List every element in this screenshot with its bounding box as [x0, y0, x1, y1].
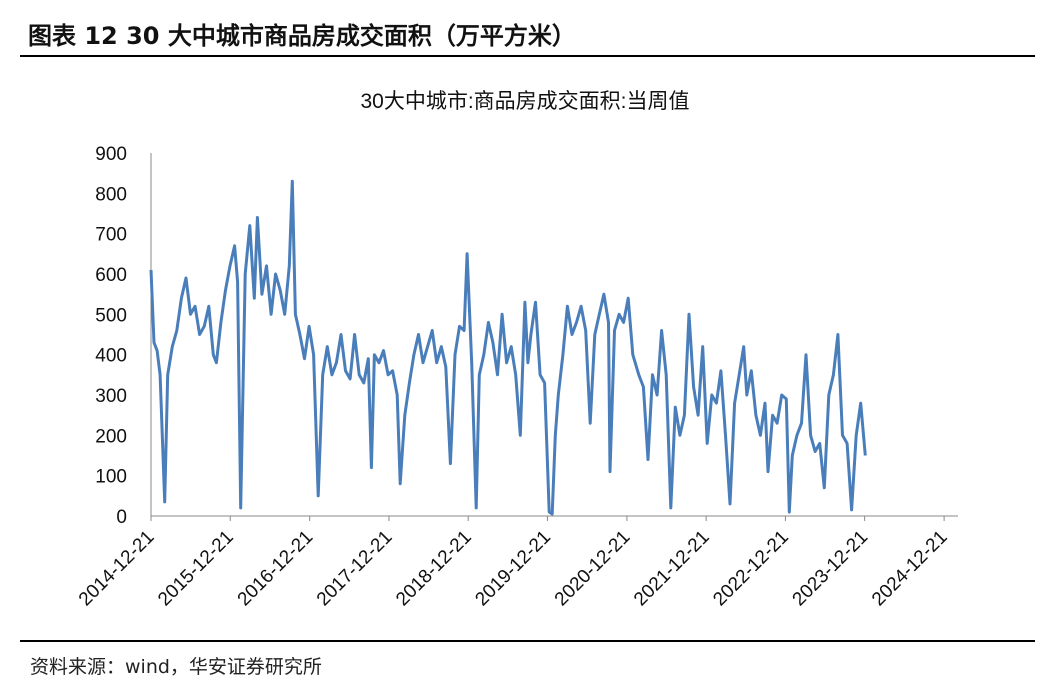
chart-title: 30大中城市:商品房成交面积:当周值 [360, 90, 689, 113]
y-tick-label: 900 [95, 144, 127, 165]
header-title: 图表 12 30 大中城市商品房成交面积（万平方米） [28, 22, 576, 50]
x-tick-label: 2020-12-21 [551, 527, 635, 611]
x-tick-label: 2024-12-21 [868, 527, 952, 611]
x-tick-label: 2017-12-21 [313, 527, 397, 611]
source-note: 资料来源：wind，华安证券研究所 [30, 656, 322, 678]
y-tick-label: 800 [95, 184, 127, 205]
y-tick-label: 500 [95, 305, 127, 326]
x-tick-label: 2022-12-21 [709, 527, 793, 611]
x-tick-label: 2023-12-21 [789, 527, 873, 611]
x-tick-label: 2019-12-21 [471, 527, 555, 611]
x-tick-label: 2016-12-21 [234, 527, 318, 611]
y-tick-label: 100 [95, 467, 127, 488]
x-tick-label: 2014-12-21 [75, 527, 159, 611]
y-tick-label: 300 [95, 386, 127, 407]
x-tick-label: 2021-12-21 [630, 527, 714, 611]
y-tick-label: 700 [95, 225, 127, 246]
y-tick-label: 400 [95, 346, 127, 367]
x-tick-label: 2015-12-21 [154, 527, 238, 611]
y-tick-label: 600 [95, 265, 127, 286]
data-line [149, 179, 867, 516]
y-tick-label: 0 [116, 507, 127, 528]
x-tick-label: 2018-12-21 [392, 527, 476, 611]
y-tick-label: 200 [95, 426, 127, 447]
